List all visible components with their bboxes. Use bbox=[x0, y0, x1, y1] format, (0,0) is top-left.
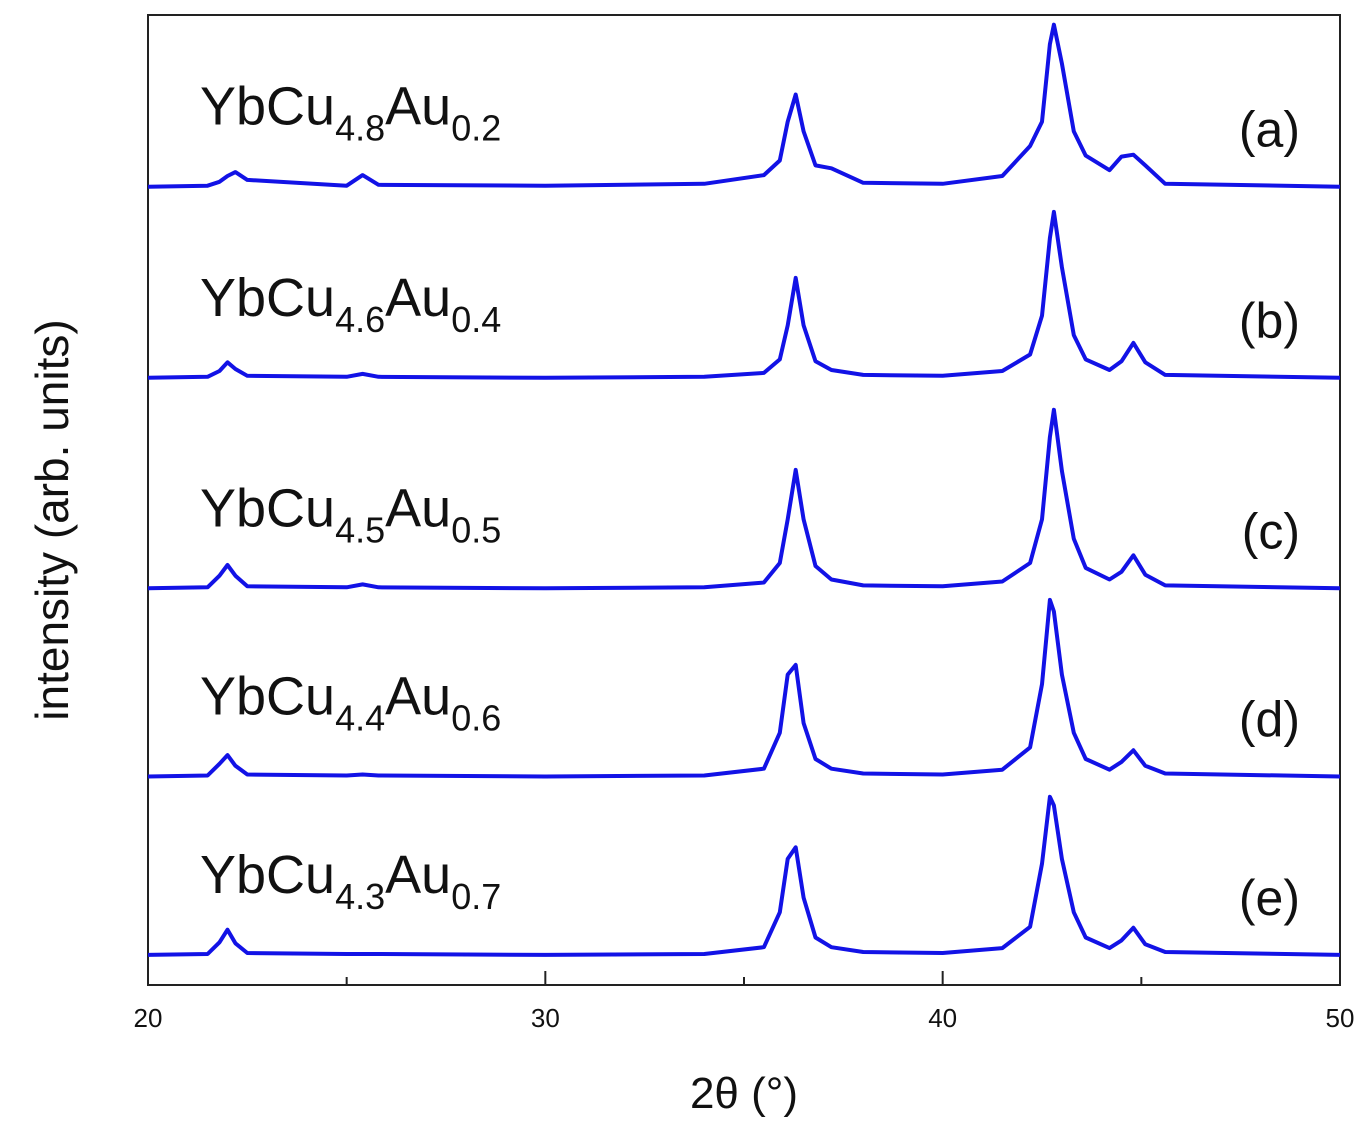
xrd-trace bbox=[147, 209, 1341, 380]
series-name: YbCu4.8Au0.2 bbox=[200, 77, 501, 149]
xrd-trace bbox=[147, 22, 1341, 189]
xrd-trace bbox=[147, 597, 1341, 779]
series-label: (c) bbox=[1242, 503, 1300, 559]
subscript: 0.2 bbox=[451, 108, 501, 149]
xrd-trace bbox=[147, 407, 1341, 591]
formula-part: YbCu bbox=[200, 77, 335, 137]
subscript: 4.5 bbox=[335, 509, 385, 550]
series-name: YbCu4.5Au0.5 bbox=[200, 478, 501, 550]
formula-part: Au bbox=[385, 845, 451, 905]
series-name: YbCu4.4Au0.6 bbox=[200, 666, 501, 738]
series-label: (d) bbox=[1239, 691, 1300, 747]
series-label: (a) bbox=[1239, 102, 1300, 158]
subscript: 4.3 bbox=[335, 876, 385, 917]
formula-part: Au bbox=[385, 268, 451, 328]
formula-part: Au bbox=[385, 77, 451, 137]
subscript: 0.4 bbox=[451, 299, 501, 340]
formula-part: YbCu bbox=[200, 666, 335, 726]
series-name: YbCu4.3Au0.7 bbox=[200, 845, 501, 917]
subscript: 4.4 bbox=[335, 697, 385, 738]
x-tick-label: 30 bbox=[531, 1003, 560, 1033]
subscript: 4.8 bbox=[335, 108, 385, 149]
subscript: 0.5 bbox=[451, 509, 501, 550]
xrd-trace bbox=[147, 794, 1341, 957]
series-label: (e) bbox=[1239, 870, 1300, 926]
series-name: YbCu4.6Au0.4 bbox=[200, 268, 501, 340]
x-tick-label: 40 bbox=[928, 1003, 957, 1033]
subscript: 4.6 bbox=[335, 299, 385, 340]
subscript: 0.7 bbox=[451, 876, 501, 917]
formula-part: Au bbox=[385, 666, 451, 726]
x-axis-title: 2θ (°) bbox=[690, 1069, 798, 1118]
y-axis-title: intensity (arb. units) bbox=[26, 319, 78, 720]
subscript: 0.6 bbox=[451, 697, 501, 738]
formula-part: YbCu bbox=[200, 478, 335, 538]
formula-part: YbCu bbox=[200, 268, 335, 328]
x-tick-label: 50 bbox=[1326, 1003, 1355, 1033]
x-tick-label: 20 bbox=[134, 1003, 163, 1033]
series-label: (b) bbox=[1239, 293, 1300, 349]
formula-part: Au bbox=[385, 478, 451, 538]
formula-part: YbCu bbox=[200, 845, 335, 905]
